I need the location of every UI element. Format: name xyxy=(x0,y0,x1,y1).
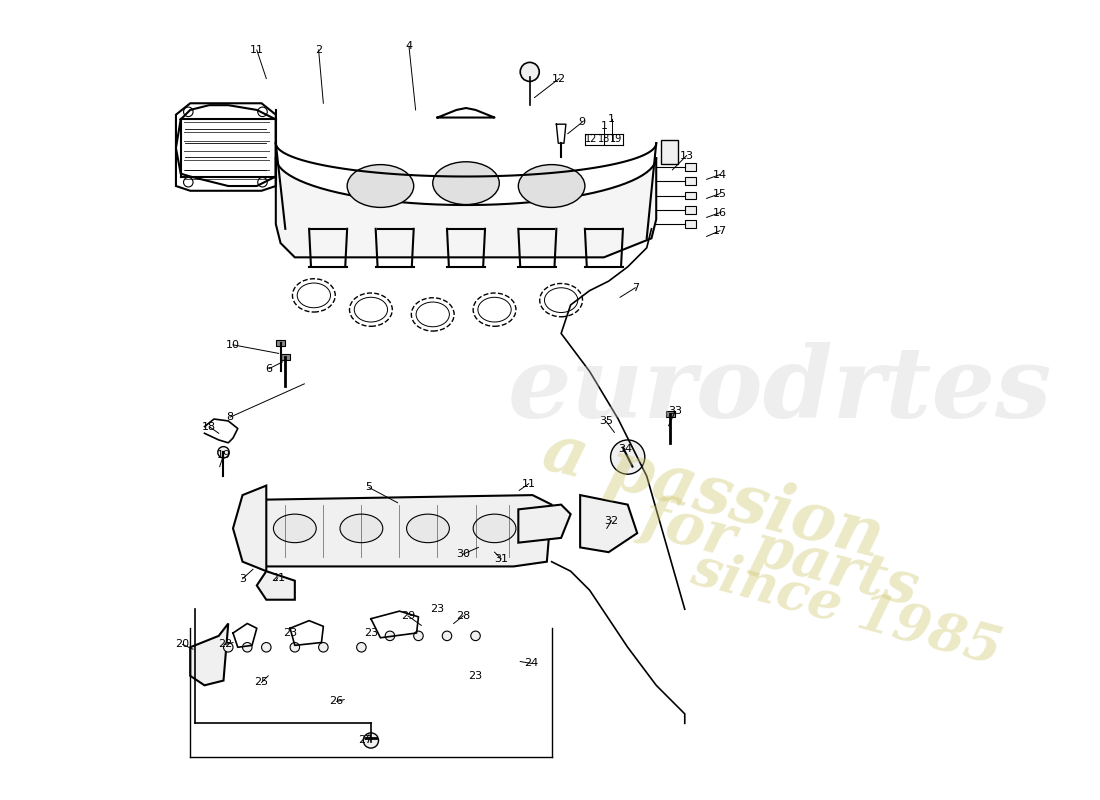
Text: 11: 11 xyxy=(521,478,536,489)
Text: 30: 30 xyxy=(456,549,470,559)
Text: 6: 6 xyxy=(265,364,273,374)
Bar xyxy=(685,178,696,185)
Ellipse shape xyxy=(340,514,383,542)
Bar xyxy=(685,163,696,170)
Text: 8: 8 xyxy=(227,412,233,422)
Text: 21: 21 xyxy=(271,573,285,583)
Text: 20: 20 xyxy=(176,639,189,650)
Text: 27: 27 xyxy=(359,734,372,745)
Text: 19: 19 xyxy=(610,134,623,145)
Text: 23: 23 xyxy=(283,628,297,638)
Bar xyxy=(685,220,696,228)
Bar xyxy=(276,340,285,346)
Polygon shape xyxy=(190,623,229,686)
Circle shape xyxy=(262,642,271,652)
Text: for parts: for parts xyxy=(635,488,925,616)
Text: since 1985: since 1985 xyxy=(685,543,1008,675)
Text: 4: 4 xyxy=(406,42,412,51)
Text: 10: 10 xyxy=(226,340,240,350)
Text: 16: 16 xyxy=(713,208,727,218)
Circle shape xyxy=(363,733,378,748)
Ellipse shape xyxy=(432,162,499,205)
Polygon shape xyxy=(580,495,637,552)
Circle shape xyxy=(218,446,229,458)
Ellipse shape xyxy=(518,165,585,207)
Ellipse shape xyxy=(274,514,316,542)
Text: 1: 1 xyxy=(608,114,615,125)
Text: 14: 14 xyxy=(713,170,727,179)
Text: 23: 23 xyxy=(469,671,483,681)
Text: 25: 25 xyxy=(254,678,268,687)
Ellipse shape xyxy=(473,514,516,542)
Bar xyxy=(661,140,678,164)
Text: 35: 35 xyxy=(598,416,613,426)
Text: 13: 13 xyxy=(680,150,694,161)
Text: 9: 9 xyxy=(579,118,585,127)
Text: 23: 23 xyxy=(430,604,444,614)
Text: 31: 31 xyxy=(494,554,508,564)
Text: 2: 2 xyxy=(315,45,322,55)
Circle shape xyxy=(223,642,233,652)
Circle shape xyxy=(471,631,481,641)
Polygon shape xyxy=(518,505,571,542)
Circle shape xyxy=(442,631,452,641)
Circle shape xyxy=(290,642,299,652)
Text: 7: 7 xyxy=(631,282,639,293)
Circle shape xyxy=(520,62,539,82)
Text: 3: 3 xyxy=(239,574,246,584)
Polygon shape xyxy=(248,495,551,566)
Polygon shape xyxy=(233,486,266,571)
Text: 34: 34 xyxy=(618,445,631,454)
Text: 24: 24 xyxy=(525,658,539,669)
Circle shape xyxy=(319,642,328,652)
Circle shape xyxy=(610,440,645,474)
Text: 22: 22 xyxy=(218,639,232,650)
Text: 23: 23 xyxy=(364,628,378,638)
Circle shape xyxy=(385,631,395,641)
Text: 32: 32 xyxy=(605,516,618,526)
Polygon shape xyxy=(276,158,657,258)
Circle shape xyxy=(356,642,366,652)
Text: 28: 28 xyxy=(456,611,471,621)
Text: 17: 17 xyxy=(713,226,727,236)
Text: 26: 26 xyxy=(330,697,343,706)
Ellipse shape xyxy=(407,514,450,542)
Text: 18: 18 xyxy=(202,422,217,432)
Bar xyxy=(280,354,290,360)
Text: 15: 15 xyxy=(713,189,727,198)
Text: 29: 29 xyxy=(400,611,415,621)
Text: 12: 12 xyxy=(552,74,567,83)
Bar xyxy=(685,206,696,214)
Bar xyxy=(666,411,675,417)
Text: 1: 1 xyxy=(601,121,607,131)
Circle shape xyxy=(242,642,252,652)
Text: a passion: a passion xyxy=(536,418,890,572)
Ellipse shape xyxy=(348,165,414,207)
Text: 12: 12 xyxy=(585,134,597,145)
Text: eurodrtes: eurodrtes xyxy=(508,342,1052,438)
Text: 19: 19 xyxy=(217,450,231,460)
Text: 11: 11 xyxy=(250,45,264,55)
Polygon shape xyxy=(256,571,295,600)
Text: 18: 18 xyxy=(597,134,611,145)
Text: 33: 33 xyxy=(669,406,682,417)
Bar xyxy=(685,192,696,199)
Text: 5: 5 xyxy=(365,482,373,493)
Circle shape xyxy=(414,631,424,641)
